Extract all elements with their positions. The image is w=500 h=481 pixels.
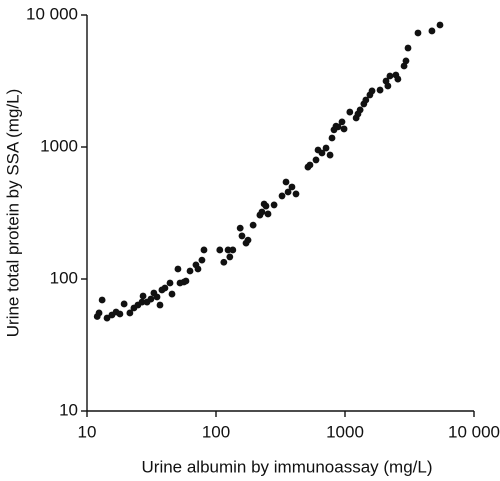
point (328, 134, 336, 142)
point (236, 224, 244, 232)
point (284, 188, 292, 196)
point (402, 57, 410, 65)
point (198, 256, 206, 264)
point (404, 44, 412, 52)
point (126, 309, 134, 317)
point (103, 314, 111, 322)
point (270, 201, 278, 209)
point (156, 301, 164, 309)
x-tick-label: 10 (78, 422, 97, 441)
point (292, 190, 300, 198)
point (262, 202, 270, 210)
point (186, 267, 194, 275)
point (95, 309, 103, 317)
point (346, 108, 354, 116)
point (244, 236, 252, 244)
point (138, 298, 146, 306)
point (258, 208, 266, 216)
point (182, 277, 190, 285)
point (362, 96, 370, 104)
point (139, 292, 147, 300)
point (161, 284, 169, 292)
point (98, 296, 106, 304)
point (147, 295, 155, 303)
point (436, 21, 444, 29)
point (318, 149, 326, 157)
point (338, 118, 346, 126)
point (288, 183, 296, 191)
point (278, 192, 286, 200)
y-axis-label: Urine total protein by SSA (mg/L) (3, 89, 22, 338)
point (200, 246, 208, 254)
point (282, 178, 290, 186)
point (312, 156, 320, 164)
point (226, 253, 234, 261)
y-tick-label: 10 000 (26, 4, 78, 23)
point (334, 123, 342, 131)
point (238, 232, 246, 240)
point (386, 72, 394, 80)
x-tick-label: 100 (202, 422, 230, 441)
x-tick-label: 10 000 (448, 422, 500, 441)
point (116, 310, 124, 318)
point (264, 210, 272, 218)
point (356, 106, 364, 114)
y-tick-label: 1000 (40, 136, 78, 155)
point (322, 144, 330, 152)
point (220, 258, 228, 266)
point (340, 125, 348, 133)
point (224, 246, 232, 254)
point (120, 300, 128, 308)
point (368, 87, 376, 95)
point (153, 293, 161, 301)
x-axis-label: Urine albumin by immunoassay (mg/L) (142, 457, 433, 476)
point (428, 27, 436, 35)
point (414, 29, 422, 37)
x-tick-label: 1000 (326, 422, 364, 441)
point (168, 290, 176, 298)
point (174, 265, 182, 273)
point (249, 221, 257, 229)
point (384, 82, 392, 90)
point (194, 265, 202, 273)
point (229, 246, 237, 254)
point (326, 151, 334, 159)
point (376, 86, 384, 94)
point (166, 279, 174, 287)
point (394, 75, 402, 83)
point (306, 161, 314, 169)
y-tick-label: 10 (59, 400, 78, 419)
point (216, 246, 224, 254)
y-tick-label: 100 (50, 268, 78, 287)
